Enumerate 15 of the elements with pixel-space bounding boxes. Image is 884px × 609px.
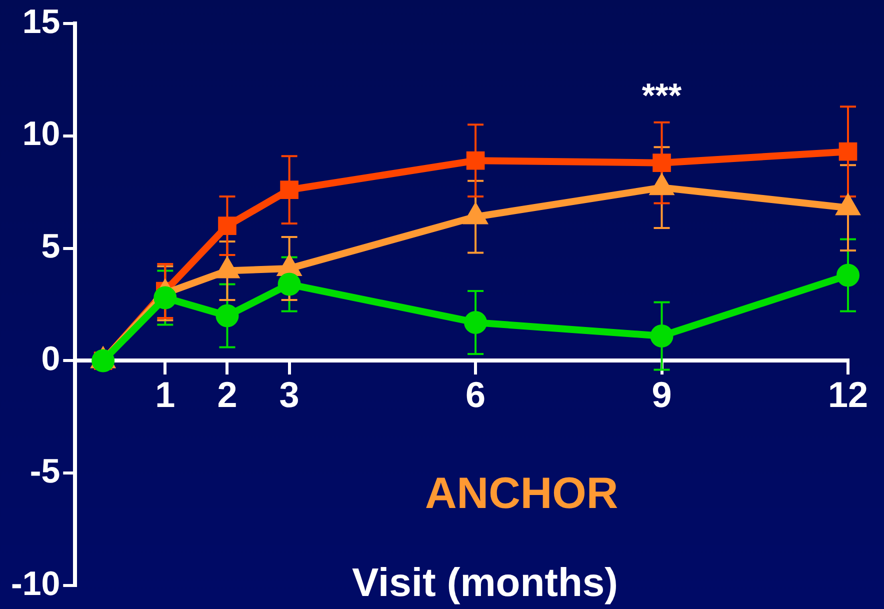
x-tick-label: 6: [466, 374, 486, 416]
x-tick-label: 2: [217, 374, 238, 416]
x-tick-label: 12: [828, 374, 868, 416]
y-tick-label: 0: [41, 340, 60, 378]
y-tick-label: -5: [30, 452, 60, 491]
annotation: ANCHOR: [425, 468, 618, 518]
annotation: ***: [642, 76, 682, 115]
y-tick-label: 5: [41, 228, 60, 266]
x-tick-label: 9: [652, 374, 672, 416]
y-tick-label: 10: [22, 115, 60, 154]
x-axis-title: Visit (months): [352, 561, 618, 606]
x-tick-label: 1: [155, 374, 176, 416]
y-tick-label: -10: [11, 564, 60, 603]
y-tick-label: 15: [22, 2, 60, 41]
x-tick-label: 3: [279, 374, 300, 416]
